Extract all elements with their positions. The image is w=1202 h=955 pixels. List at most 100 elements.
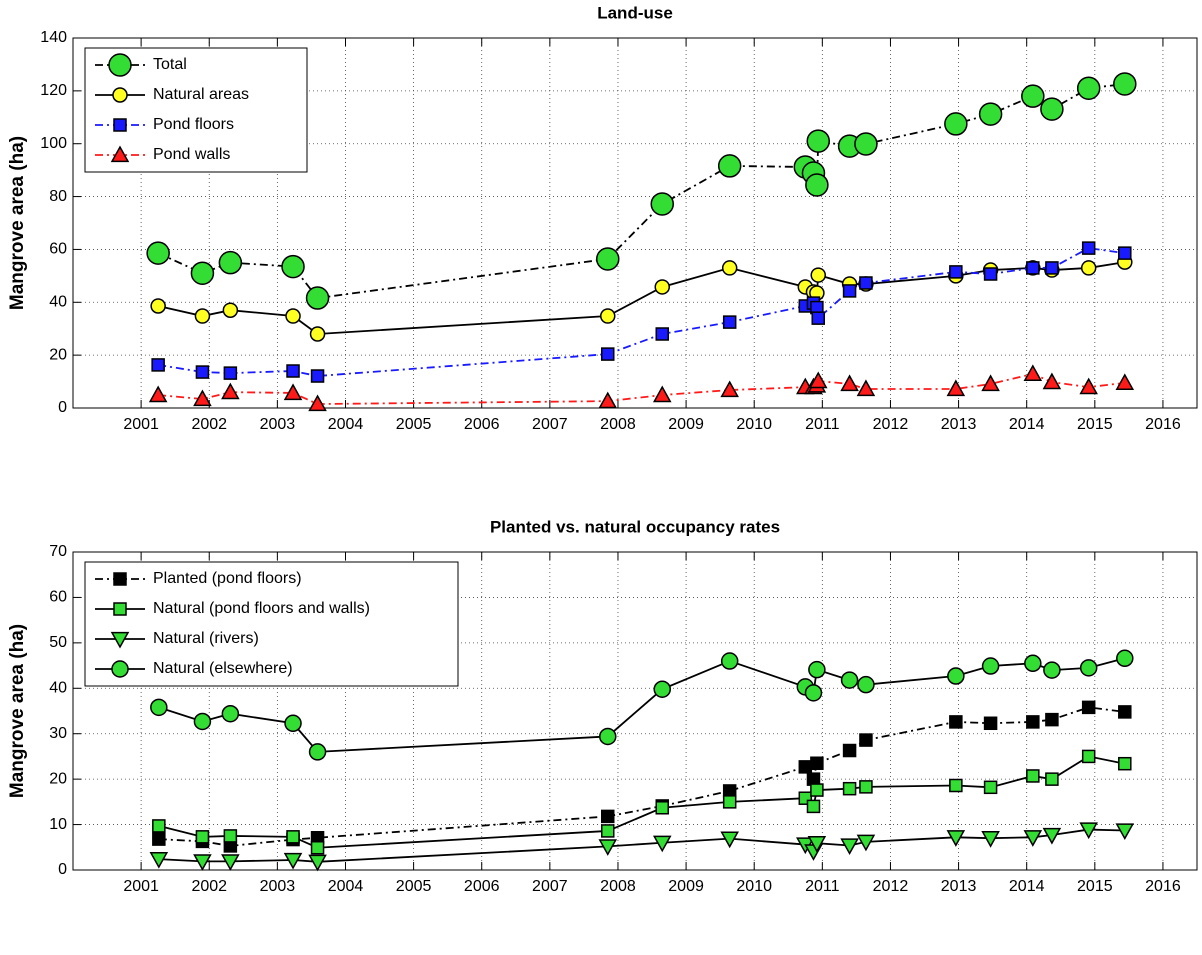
marker bbox=[1080, 260, 1097, 276]
marker bbox=[112, 87, 128, 103]
marker bbox=[598, 391, 618, 409]
legend-label: Pond walls bbox=[153, 146, 230, 163]
marker bbox=[152, 819, 166, 833]
marker bbox=[854, 132, 878, 156]
marker bbox=[596, 247, 620, 271]
marker bbox=[601, 809, 615, 824]
marker bbox=[111, 660, 129, 678]
marker bbox=[720, 831, 739, 849]
marker bbox=[146, 241, 170, 265]
marker bbox=[148, 385, 168, 403]
legend-label: Natural (elsewhere) bbox=[153, 660, 293, 677]
marker bbox=[722, 795, 737, 809]
y-tick-label: 120 bbox=[40, 82, 67, 99]
marker bbox=[983, 267, 998, 281]
marker bbox=[222, 302, 239, 318]
marker bbox=[110, 145, 130, 163]
marker bbox=[840, 838, 859, 856]
x-tick-label: 2014 bbox=[1009, 416, 1045, 433]
marker bbox=[856, 379, 876, 397]
marker bbox=[310, 369, 325, 383]
x-tick-label: 2014 bbox=[1009, 878, 1045, 895]
y-tick-label: 100 bbox=[40, 135, 67, 152]
marker bbox=[1115, 373, 1135, 391]
x-tick-label: 2013 bbox=[941, 878, 977, 895]
marker bbox=[283, 383, 303, 401]
marker bbox=[840, 671, 859, 689]
marker bbox=[193, 389, 212, 407]
marker bbox=[223, 829, 238, 843]
x-tick-label: 2008 bbox=[600, 878, 636, 895]
marker bbox=[949, 778, 963, 793]
series bbox=[151, 241, 1132, 383]
marker bbox=[1021, 84, 1045, 108]
marker bbox=[1081, 749, 1096, 764]
marker bbox=[652, 385, 672, 403]
marker bbox=[978, 102, 1003, 126]
marker bbox=[152, 832, 166, 846]
legend: Total Natural areas Pond floors Pond walls bbox=[84, 47, 308, 173]
x-tick-label: 2015 bbox=[1077, 416, 1113, 433]
marker bbox=[150, 698, 168, 717]
series bbox=[149, 822, 1135, 872]
marker bbox=[601, 824, 615, 838]
x-tick-label: 2007 bbox=[532, 416, 568, 433]
marker bbox=[149, 851, 169, 869]
marker bbox=[310, 840, 325, 855]
marker bbox=[309, 326, 326, 342]
marker bbox=[720, 652, 739, 670]
marker bbox=[946, 379, 966, 397]
marker bbox=[1081, 241, 1096, 255]
x-tick-label: 2010 bbox=[736, 878, 772, 895]
x-tick-label: 2005 bbox=[396, 878, 432, 895]
marker bbox=[949, 715, 963, 729]
y-tick-label: 0 bbox=[58, 399, 67, 416]
marker bbox=[285, 308, 301, 324]
marker bbox=[1118, 756, 1132, 771]
marker bbox=[1081, 700, 1096, 715]
marker bbox=[1026, 261, 1040, 275]
marker bbox=[308, 743, 327, 761]
marker bbox=[842, 781, 857, 796]
marker bbox=[798, 760, 813, 774]
x-tick-label: 2001 bbox=[123, 416, 159, 433]
x-tick-label: 2006 bbox=[464, 416, 500, 433]
marker bbox=[218, 250, 243, 275]
marker bbox=[983, 716, 998, 731]
marker bbox=[151, 358, 165, 372]
marker bbox=[653, 680, 671, 698]
marker bbox=[1045, 772, 1059, 786]
marker bbox=[652, 835, 672, 853]
y-tick-label: 60 bbox=[49, 589, 67, 606]
series bbox=[152, 749, 1132, 855]
marker bbox=[981, 657, 1000, 675]
marker bbox=[1023, 830, 1043, 847]
x-tick-label: 2012 bbox=[873, 878, 909, 895]
axes-frame bbox=[72, 551, 1198, 871]
marker bbox=[859, 733, 873, 747]
legend-label: Natural areas bbox=[153, 86, 249, 103]
x-tick-label: 2012 bbox=[873, 416, 909, 433]
x-tick-label: 2005 bbox=[396, 416, 432, 433]
x-tick-label: 2007 bbox=[532, 878, 568, 895]
marker bbox=[655, 327, 669, 341]
series bbox=[150, 649, 1134, 761]
marker bbox=[110, 631, 130, 649]
x-tick-label: 2008 bbox=[600, 416, 636, 433]
legend-label: Pond floors bbox=[153, 116, 234, 133]
marker bbox=[1042, 372, 1062, 390]
marker bbox=[223, 366, 238, 380]
marker bbox=[308, 854, 327, 872]
marker bbox=[195, 830, 210, 844]
marker bbox=[804, 684, 823, 702]
marker bbox=[113, 118, 127, 132]
chart-title: Planted vs. natural occupancy rates bbox=[490, 517, 780, 536]
marker bbox=[1079, 377, 1098, 395]
x-tick-label: 2006 bbox=[464, 878, 500, 895]
marker bbox=[284, 714, 302, 733]
series bbox=[146, 72, 1137, 310]
y-tick-label: 140 bbox=[40, 29, 67, 46]
marker bbox=[221, 854, 240, 871]
y-tick-label: 40 bbox=[49, 294, 67, 311]
